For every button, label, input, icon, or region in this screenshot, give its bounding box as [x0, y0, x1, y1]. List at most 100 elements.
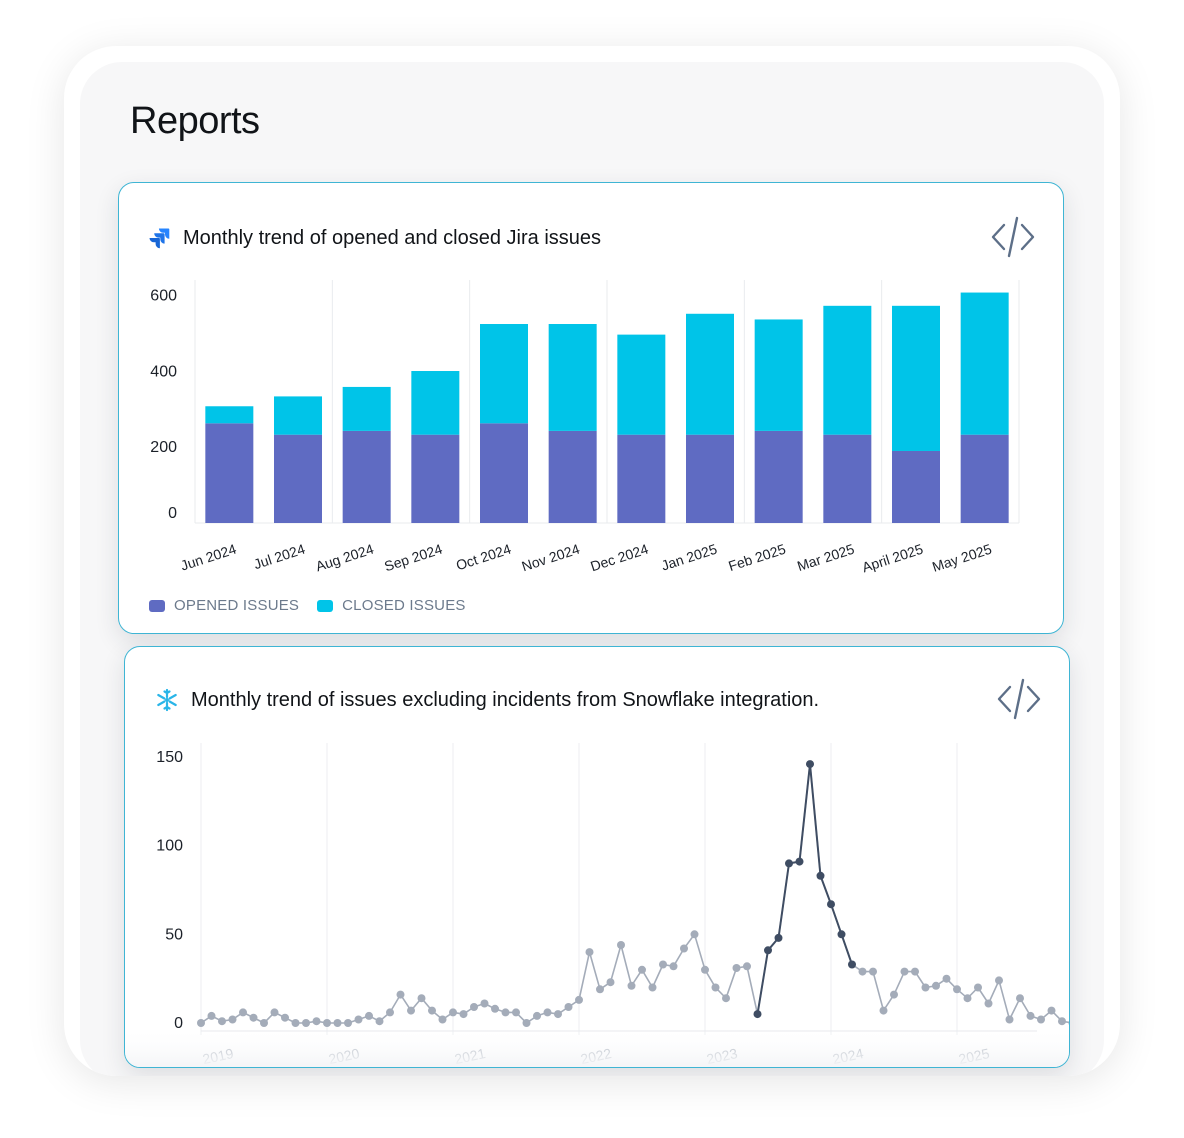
x-tick-label: Oct 2024: [454, 541, 513, 574]
bar-closed: [548, 324, 597, 431]
legend-item-closed[interactable]: CLOSED ISSUES: [317, 597, 465, 614]
data-point: [638, 965, 646, 974]
bar-closed: [205, 406, 254, 424]
data-point: [722, 994, 730, 1003]
reports-panel: Reports 0 200 400 600 Jun 2024 Jul 2024 Aug 20…: [80, 62, 1104, 1076]
jira-icon: [149, 228, 170, 249]
data-point: [386, 1008, 394, 1017]
data-point: [942, 974, 951, 983]
data-point: [281, 1013, 289, 1022]
snowflake-line-chart: 0501001502019202020212022202320242025: [125, 743, 1069, 1067]
x-tick-label: Mar 2025: [795, 541, 856, 575]
data-point: [554, 1010, 562, 1019]
data-point: [680, 944, 688, 953]
data-point: [827, 900, 835, 909]
data-point: [1026, 1011, 1035, 1020]
data-point: [585, 948, 594, 957]
bar-opened: [960, 434, 1009, 523]
data-point: [207, 1011, 216, 1020]
data-point: [606, 978, 615, 987]
legend-label-opened: OPENED ISSUES: [174, 597, 300, 614]
data-point: [333, 1019, 342, 1027]
data-point: [302, 1019, 310, 1027]
bar-closed: [686, 313, 734, 435]
data-point: [753, 1010, 762, 1019]
data-point: [291, 1019, 300, 1027]
data-point: [228, 1015, 237, 1024]
legend-item-opened[interactable]: OPENED ISSUES: [149, 597, 299, 614]
data-point: [428, 1006, 436, 1015]
data-point: [890, 990, 898, 999]
data-point: [396, 990, 405, 999]
bar-closed: [480, 324, 528, 424]
data-point: [564, 1003, 573, 1011]
data-point: [1037, 1015, 1045, 1024]
bar-opened: [548, 430, 597, 523]
x-tick-label: Sep 2024: [382, 541, 444, 575]
bar-opened: [480, 423, 528, 523]
data-point: [690, 930, 699, 939]
y-tick-label: 0: [174, 1015, 183, 1032]
bar-opened: [274, 434, 322, 523]
data-point: [900, 967, 909, 976]
data-point: [1068, 1021, 1069, 1025]
jira-chart-title: Monthly trend of opened and closed Jira …: [183, 226, 602, 249]
bar-closed: [892, 305, 940, 451]
bar-closed: [823, 305, 872, 435]
data-point: [764, 946, 772, 955]
bar-opened: [411, 434, 460, 523]
data-point: [648, 983, 657, 992]
data-point: [743, 962, 751, 971]
jira-chart-card: 0 200 400 600 Jun 2024 Jul 2024 Aug 2024 Sep 20…: [118, 182, 1064, 634]
data-point: [260, 1019, 268, 1027]
data-point: [837, 930, 846, 939]
data-point: [974, 983, 982, 992]
code-brackets-icon[interactable]: [989, 215, 1037, 259]
bar-closed: [274, 396, 322, 435]
code-brackets-icon[interactable]: [995, 677, 1043, 721]
data-point: [459, 1010, 468, 1019]
y-tick-label: 600: [150, 288, 177, 305]
data-point: [249, 1013, 258, 1022]
bar-closed: [617, 334, 666, 435]
data-point: [774, 933, 783, 942]
x-tick-label: April 2025: [860, 541, 925, 576]
data-point: [365, 1011, 373, 1020]
data-point: [543, 1008, 552, 1017]
bottom-fade: [125, 1027, 1069, 1067]
snowflake-chart-title: Monthly trend of issues excluding incide…: [191, 688, 820, 711]
data-point: [1016, 994, 1024, 1003]
data-point: [512, 1008, 520, 1017]
page-title: Reports: [130, 100, 260, 142]
bar-opened: [205, 423, 254, 523]
bar-opened: [823, 434, 872, 523]
data-point: [617, 941, 625, 949]
data-point: [354, 1015, 363, 1024]
data-point: [596, 985, 604, 994]
data-point: [869, 967, 877, 976]
data-point: [417, 994, 426, 1003]
data-point: [323, 1019, 331, 1027]
window-frame: Reports 0 200 400 600 Jun 2024 Jul 2024 Aug 20…: [64, 46, 1120, 1076]
data-point: [501, 1008, 510, 1017]
data-point: [1058, 1017, 1066, 1026]
data-point: [659, 960, 667, 969]
data-point: [701, 965, 709, 974]
data-point: [407, 1006, 415, 1015]
y-tick-label: 0: [168, 505, 177, 522]
data-point: [575, 995, 583, 1004]
data-point: [239, 1008, 247, 1017]
x-tick-label: Jan 2025: [659, 541, 719, 574]
bar-closed: [342, 386, 391, 431]
data-point: [806, 760, 814, 769]
data-point: [438, 1015, 447, 1024]
data-point: [911, 967, 919, 976]
data-point: [197, 1019, 205, 1027]
data-point: [995, 976, 1003, 985]
y-tick-label: 100: [156, 838, 183, 855]
x-tick-label: Jun 2024: [179, 541, 239, 574]
series-line-highlight: [756, 763, 853, 1015]
legend-swatch-closed: [317, 599, 334, 612]
bar-closed: [411, 371, 460, 435]
data-point: [953, 985, 961, 994]
